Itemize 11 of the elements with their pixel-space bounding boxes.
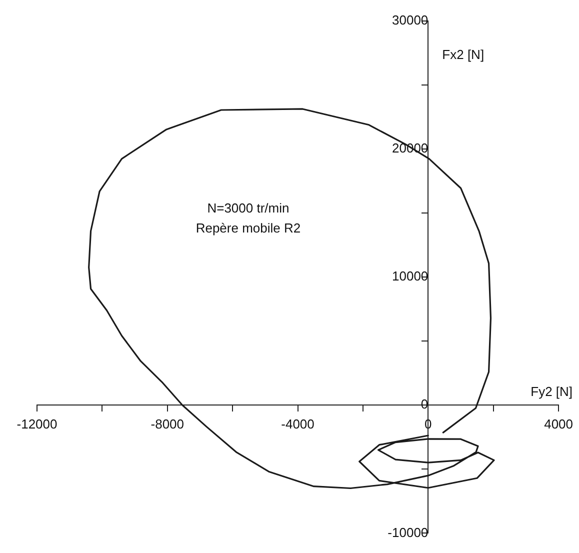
annotation: Repère mobile R2 [196, 220, 301, 236]
x-tick-label: -12000 [16, 416, 58, 432]
x-tick-label: 4000 [544, 416, 573, 432]
x-tick-label: -8000 [150, 416, 184, 432]
annotation: N=3000 tr/min [207, 200, 290, 216]
x-axis-title: Fy2 [N] [530, 384, 573, 400]
x-tick-label: -4000 [281, 416, 314, 432]
y-axis-title: Fx2 [N] [442, 47, 484, 62]
y-tick-label: 10000 [392, 268, 428, 284]
y-tick-label: 30000 [392, 12, 428, 28]
y-tick-label: -10000 [388, 524, 428, 540]
